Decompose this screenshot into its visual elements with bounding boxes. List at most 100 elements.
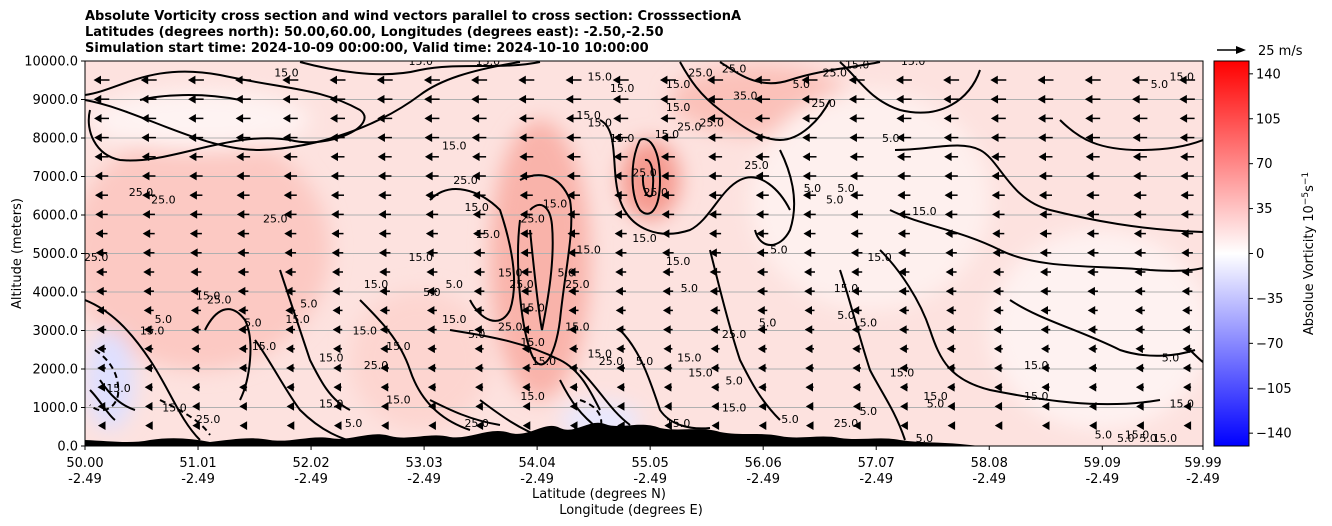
wind-vector-head (424, 152, 433, 162)
wind-vector-head (1181, 286, 1190, 296)
wind-vector-head (899, 325, 907, 334)
wind-vector-head (191, 344, 199, 354)
wind-vector-head (707, 133, 716, 142)
wind-vector-head (663, 382, 672, 392)
wind-vector-head (1181, 229, 1189, 238)
wind-vector-head (330, 171, 339, 181)
wind-vector-head (284, 248, 293, 258)
contour-label: 25.0 (834, 417, 859, 430)
wind-vector-head (377, 171, 386, 181)
wind-vector-head (235, 114, 244, 123)
contour-label: 5.0 (155, 313, 173, 326)
wind-vector-head (330, 133, 338, 142)
colorbar-label-unit: s (1302, 185, 1317, 192)
contour-label: 5.0 (725, 374, 743, 387)
contour-label: 25.0 (599, 355, 624, 368)
wind-vector-head (521, 344, 530, 354)
wind-vector-head (1135, 382, 1144, 392)
wind-vector-head (755, 171, 764, 181)
wind-vector-head (804, 306, 812, 315)
wind-vector-head (569, 344, 577, 354)
wind-vector-head (94, 152, 102, 162)
wind-vector-head (187, 75, 196, 85)
wind-vector-head (473, 248, 481, 258)
wind-vector-head (612, 75, 621, 85)
chart-title-line-2: Latitudes (degrees north): 50.00,60.00, … (85, 25, 664, 40)
wind-vector-head (567, 190, 575, 200)
contour-label: 25.0 (453, 174, 478, 187)
wind-vector-head (235, 94, 243, 104)
wind-vector-head (97, 344, 105, 354)
colorbar-gradient (1214, 61, 1249, 446)
wind-vector-head (663, 344, 671, 354)
wind-vector-head (569, 363, 577, 373)
wind-vector-head (188, 114, 196, 123)
x-tick-label-lat: 52.02 (292, 456, 329, 471)
colorbar-label-unit-exp: −1 (1301, 172, 1311, 185)
wind-vector-head (849, 171, 858, 181)
wind-vector-head (1039, 229, 1047, 238)
wind-vector-head (1088, 344, 1096, 354)
wind-vector-head (1038, 171, 1047, 181)
wind-vector-head (472, 152, 480, 162)
wind-vector-head (943, 133, 952, 142)
contour-label: 15.0 (688, 367, 713, 380)
wind-vector-head (993, 306, 1001, 315)
wind-vector-head (1037, 75, 1045, 85)
contour-label: 15.0 (867, 251, 892, 264)
wind-vector-head (97, 363, 105, 373)
wind-vector-head (239, 382, 247, 392)
wind-vector-head (947, 382, 955, 392)
wind-vector-head (381, 421, 389, 430)
contour-label: 25.0 (744, 159, 769, 172)
wind-vector-head (898, 306, 907, 315)
wind-vector-head (379, 286, 387, 296)
wind-vector-head (944, 152, 952, 162)
wind-vector-head (1086, 210, 1094, 219)
wind-vector-head (378, 190, 386, 200)
y-tick-label: 3000.0 (33, 324, 79, 339)
wind-vector-head (377, 152, 386, 162)
x-axis-label: Latitude (degrees N) (532, 487, 666, 502)
contour-label: 15.0 (1024, 390, 1049, 403)
wind-vector-head (851, 325, 860, 334)
wind-vector-head (1134, 306, 1143, 315)
wind-vector-head (473, 286, 482, 296)
contour-label: 5.0 (681, 282, 699, 295)
colorbar-label-text: Absolue Vorticity 10 (1302, 205, 1317, 335)
wind-vector-head (378, 210, 386, 219)
wind-vector-head (237, 229, 245, 238)
wind-vector-head (1179, 75, 1187, 85)
contour-label: 15.0 (1153, 432, 1178, 445)
wind-vector-head (142, 190, 150, 200)
contour-label: 25.0 (498, 321, 523, 334)
contour-line (1189, 349, 1203, 363)
wind-vector-head (96, 267, 104, 277)
wind-vector-head (944, 210, 953, 219)
wind-vector-head (237, 286, 246, 296)
wind-vector-head (332, 325, 341, 334)
wind-vector-head (329, 94, 338, 104)
wind-vector-head (376, 75, 385, 85)
wind-vector-head (1135, 344, 1143, 354)
wind-vector-head (141, 171, 150, 181)
wind-vector-head (757, 344, 766, 354)
wind-vector-head (852, 382, 861, 392)
wind-vector-head (754, 114, 763, 123)
wind-vector-head (568, 306, 576, 315)
wind-vector-head (660, 152, 669, 162)
wind-vector-head (708, 210, 717, 219)
wind-vector-head (1182, 306, 1190, 315)
wind-vector-head (944, 190, 953, 200)
wind-vector-head (1182, 363, 1191, 373)
x-tick-label-lat: 59.99 (1184, 456, 1221, 471)
contour-label: 5.0 (1095, 428, 1113, 441)
wind-vector-head (900, 421, 908, 430)
wind-vector-head (943, 75, 951, 85)
wind-vector-head (616, 402, 625, 411)
wind-vector-head (1037, 94, 1046, 104)
wind-vector-head (660, 114, 668, 123)
wind-vector-head (754, 75, 762, 85)
wind-vector-head (518, 94, 527, 104)
wind-vector-head (567, 210, 575, 219)
